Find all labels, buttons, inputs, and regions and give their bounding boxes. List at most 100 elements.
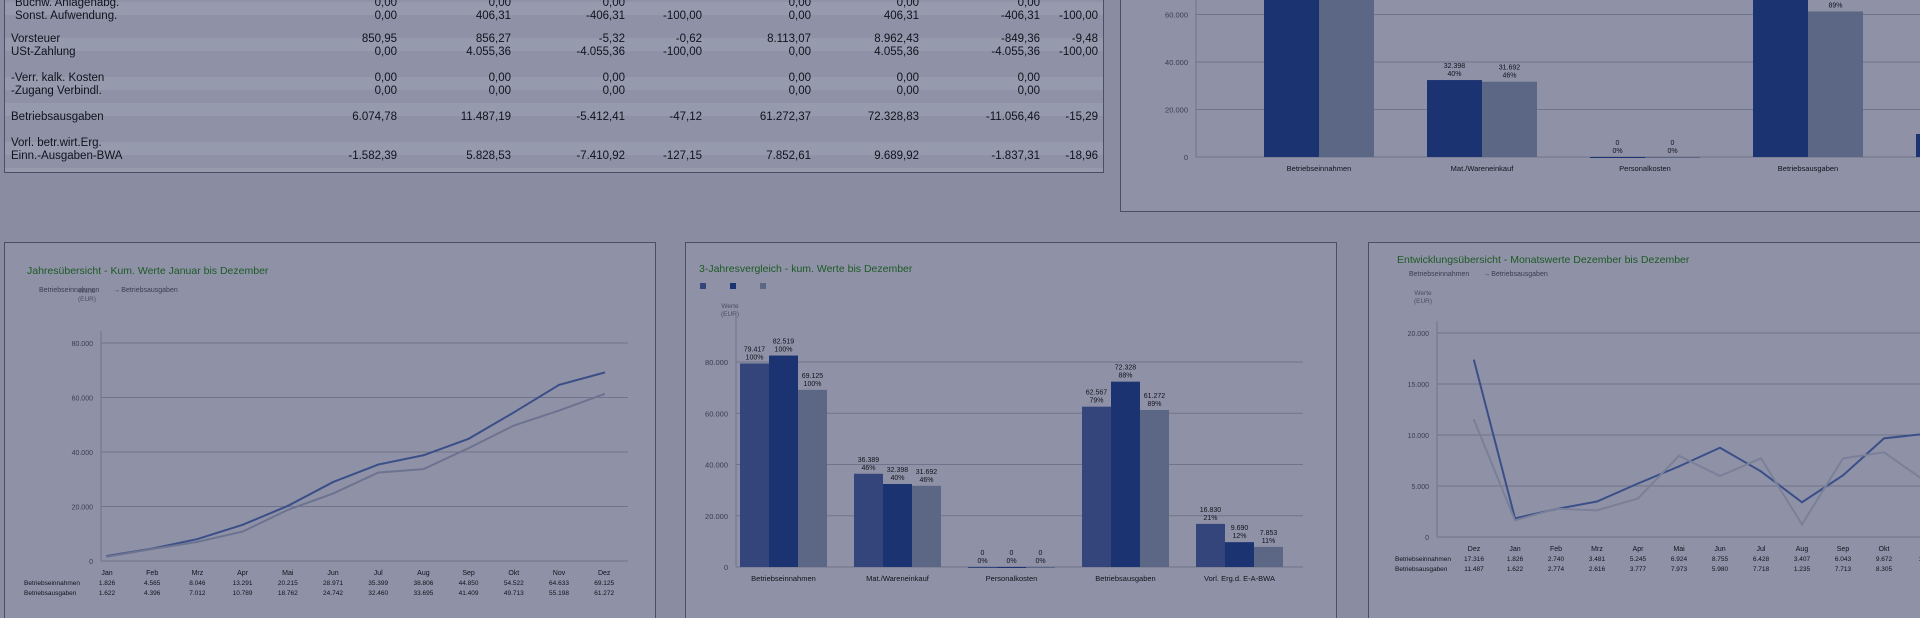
cell-value: 61.272,37	[759, 111, 811, 123]
x-category-label: Mrz	[192, 570, 204, 577]
x-category-label: Mai	[282, 570, 294, 577]
data-point	[1473, 359, 1475, 362]
bar-value-label: 62.567	[1086, 390, 1108, 397]
data-point	[377, 463, 380, 466]
data-point	[332, 492, 334, 495]
table-row: Einn.-Ausgaben-BWA -1.582,39 5.828,53 -7.41…	[5, 150, 1103, 163]
table-row: -Verr. kalk. Kosten 0,00 0,00 0,00 0,00 0,00 0…	[5, 72, 1103, 85]
cell-value: 5.828,53	[466, 150, 511, 162]
row-label: Buchw. Anlagenabg.	[15, 0, 120, 9]
bar-percent-label: 0%	[1006, 558, 1016, 565]
cell-value: -4.055,36	[991, 46, 1040, 58]
table-row-stripe	[5, 38, 1103, 51]
y-tick-label: 60.000	[705, 409, 728, 418]
y-tick-label: 80.000	[72, 341, 94, 348]
value-table-cell: 41.409	[459, 590, 479, 597]
y-axis-label: Werte	[78, 288, 96, 295]
x-category-label: Sep	[462, 570, 475, 577]
table-row-stripe	[5, 155, 1103, 168]
cell-value: -11.056,46	[985, 111, 1040, 123]
cell-value: -100,00	[662, 46, 702, 58]
bar-percent-label: 0%	[1612, 148, 1622, 155]
cell-value: 0,00	[374, 0, 397, 9]
x-category-label: Vorl. Erg.d. E-A-BWA	[1204, 574, 1275, 583]
value-table-series-name: Betriebsausgaben	[1395, 566, 1448, 573]
bar-value-label: 72.328	[1115, 365, 1137, 372]
cell-value: -5.412,41	[576, 111, 625, 123]
jahresuebersicht-title: Jahresübersicht - Kum. Werte Januar bis …	[27, 265, 269, 277]
data-point	[106, 555, 108, 558]
x-category-label: Feb	[146, 570, 158, 577]
data-point	[1760, 457, 1762, 460]
value-table-cell: 54.522	[504, 580, 524, 587]
value-table-cell: 24.742	[323, 590, 343, 597]
table-row-stripe	[5, 90, 1103, 103]
cell-value: -15,29	[1065, 111, 1098, 123]
value-table-cell: 2.740	[1548, 556, 1565, 563]
x-category-label: Betriebseinnahmen	[1287, 164, 1352, 173]
x-category-label: Jan	[101, 570, 112, 577]
cell-value: -47,12	[669, 111, 702, 123]
cell-value: 6.074,78	[352, 111, 397, 123]
value-table-series-name: Betriebseinnahmen	[24, 580, 80, 587]
legend-swatch	[700, 283, 706, 289]
legend-arrow: →	[113, 287, 120, 294]
value-table-cell: 64.633	[549, 580, 569, 587]
x-category-label: Apr	[1633, 546, 1645, 553]
value-table-cell: 3.777	[1630, 566, 1647, 573]
data-point	[1596, 509, 1598, 512]
value-table-cell: 69.125	[594, 580, 614, 587]
data-point	[377, 471, 380, 474]
cell-value: 0,00	[602, 85, 625, 97]
value-table-cell: 4.565	[144, 580, 161, 587]
cell-value: -0,62	[675, 33, 702, 45]
data-point	[1678, 454, 1680, 457]
bar-percent-label: 89%	[1828, 2, 1842, 9]
data-point	[1637, 482, 1639, 485]
entwicklungsuebersicht-line-chart: 0 5.000 10.000 15.000 20.000 Werte(EUR) Dez Jan…	[1395, 271, 1920, 573]
cell-value: -849,36	[1000, 33, 1040, 45]
jahresuebersicht-panel: Jahresübersicht - Kum. Werte Januar bis …	[4, 242, 656, 618]
cell-value: 406,31	[475, 10, 511, 22]
value-table-cell: 9.672	[1876, 556, 1893, 563]
y-axis-label: (EUR)	[721, 311, 739, 318]
cell-value: -4.055,36	[576, 46, 625, 58]
x-category-label: Apr	[237, 570, 249, 577]
cell-value: 856,27	[475, 33, 511, 45]
data-point	[512, 424, 515, 427]
value-table-cell: 7.012	[189, 590, 206, 597]
bar-value-label: 9.690	[1231, 525, 1249, 532]
y-tick-label: 20.000	[1408, 331, 1430, 338]
cell-value: 0,00	[788, 0, 811, 9]
bar-value-label: 82.519	[773, 339, 795, 346]
table-row-stripe	[5, 103, 1103, 116]
cell-value: 0,00	[788, 72, 811, 84]
bar	[1645, 157, 1700, 158]
cell-value: 9.689,92	[874, 150, 919, 162]
bar-percent-label: 88%	[1118, 373, 1132, 380]
value-table-cell: 2.616	[1589, 566, 1606, 573]
y-tick-label: 60.000	[72, 396, 94, 403]
value-table-cell: 35.399	[368, 580, 388, 587]
data-point	[1473, 418, 1475, 421]
data-point	[467, 437, 470, 440]
dreijahresvergleich-title: 3-Jahresvergleich - kum. Werte bis Dezem…	[699, 263, 913, 275]
data-point	[196, 538, 199, 541]
x-category-label: Feb	[1550, 546, 1562, 553]
table-row: Vorsteuer 850,95 856,27 -5,32 -0,62 8.113,07 8…	[5, 33, 1103, 46]
bar-value-label: 61.272	[1825, 0, 1847, 1]
cell-value: -5,32	[598, 33, 625, 45]
bar-value-label: 0	[1671, 140, 1675, 147]
bar	[1753, 0, 1808, 158]
bar	[1916, 133, 1920, 157]
table-row-stripe	[5, 2, 1103, 15]
value-table-cell: 7.713	[1835, 566, 1852, 573]
y-tick-label: 10.000	[1408, 433, 1430, 440]
series-line	[106, 393, 605, 558]
monthly-comparison-bar-chart: 020.00040.00060.000100%Betriebseinnahmen…	[1165, 0, 1920, 173]
cell-value: -7.410,92	[576, 150, 625, 162]
bar	[1590, 157, 1645, 158]
value-table-cell: 10.789	[233, 590, 253, 597]
row-label: Betriebsausgaben	[11, 111, 104, 123]
data-point	[241, 530, 244, 533]
